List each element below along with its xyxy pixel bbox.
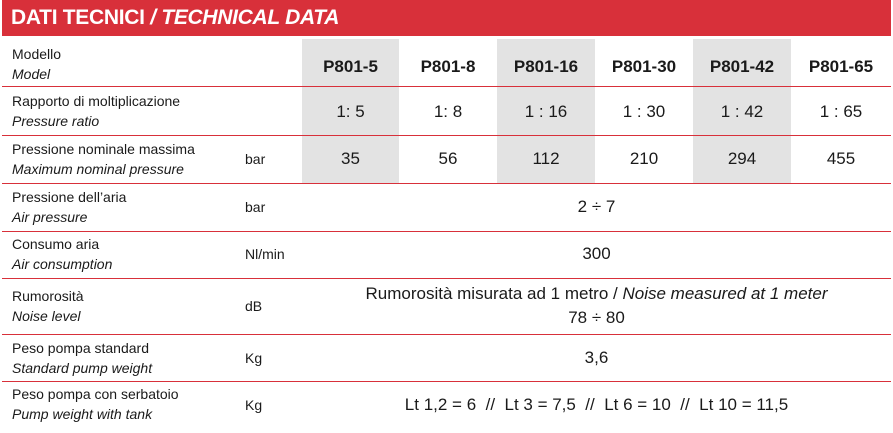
- label-italian: Pressione nominale massima: [12, 141, 195, 157]
- air-consumption-value: 300: [582, 244, 611, 263]
- row-label-standard-weight: Peso pompa standard Standard pump weight: [12, 338, 152, 378]
- standard-weight-value: 3,6: [584, 348, 609, 367]
- unit-label: dB: [245, 298, 263, 314]
- noise-note-italian: Rumorosità misurata ad 1 metro /: [365, 284, 623, 303]
- row-divider: [2, 86, 891, 87]
- row-label-max-pressure: Pressione nominale massima Maximum nomin…: [12, 139, 195, 179]
- model-header: P801-16: [513, 57, 579, 76]
- air-pressure-value: 2 ÷ 7: [577, 197, 616, 216]
- ratio-value: 1 : 16: [524, 102, 568, 121]
- row-label-model: Modello Model: [12, 44, 61, 84]
- label-italian: Modello: [12, 46, 62, 62]
- label-english: Pressure ratio: [12, 113, 100, 129]
- label-italian: Consumo aria: [12, 236, 100, 252]
- noise-note: Rumorosità misurata ad 1 metro / Noise m…: [302, 283, 891, 305]
- row-label-pressure-ratio: Rapporto di moltiplicazione Pressure rat…: [12, 91, 180, 131]
- label-italian: Peso pompa con serbatoio: [12, 386, 179, 402]
- label-english: Model: [12, 66, 51, 82]
- pressure-value: 455: [826, 149, 856, 168]
- unit-label: Nl/min: [245, 246, 285, 262]
- label-english: Pump weight with tank: [12, 406, 153, 422]
- label-italian: Rumorosità: [12, 288, 84, 304]
- label-italian: Peso pompa standard: [12, 340, 149, 356]
- title-italian: DATI TECNICI: [11, 6, 145, 29]
- table-title: DATI TECNICI / TECHNICAL DATA: [11, 4, 339, 31]
- row-label-air-consumption: Consumo aria Air consumption: [12, 234, 112, 274]
- ratio-value: 1 : 65: [819, 102, 863, 121]
- shaded-column-p801-5: [302, 39, 399, 183]
- label-english: Air consumption: [12, 256, 113, 272]
- shaded-column-p801-42: [693, 39, 791, 183]
- row-divider: [2, 231, 891, 232]
- row-label-noise-level: Rumorosità Noise level: [12, 286, 84, 326]
- row-divider: [2, 334, 891, 335]
- pressure-value: 210: [629, 149, 659, 168]
- label-italian: Pressione dell’aria: [12, 189, 127, 205]
- shaded-column-p801-16: [497, 39, 595, 183]
- label-english: Air pressure: [12, 209, 88, 225]
- label-english: Noise level: [12, 308, 81, 324]
- weight-with-tank-value: Lt 1,2 = 6 // Lt 3 = 7,5 // Lt 6 = 10 //…: [404, 395, 789, 414]
- unit-label: bar: [245, 199, 266, 215]
- model-header: P801-8: [420, 57, 476, 76]
- noise-note-english: Noise measured at 1 meter: [622, 284, 828, 303]
- row-divider: [2, 183, 891, 184]
- pressure-value: 35: [341, 149, 360, 168]
- model-header: P801-30: [611, 57, 677, 76]
- model-header: P801-42: [709, 57, 775, 76]
- ratio-value: 1: 8: [433, 102, 463, 121]
- title-separator: /: [150, 6, 156, 29]
- row-divider: [2, 135, 891, 136]
- unit-label: Kg: [245, 350, 263, 366]
- pressure-value: 56: [438, 149, 458, 168]
- ratio-value: 1: 5: [336, 102, 365, 121]
- unit-label: bar: [245, 151, 266, 167]
- unit-label: Kg: [245, 397, 263, 413]
- title-english: TECHNICAL DATA: [161, 6, 340, 29]
- title-bar: [2, 0, 891, 36]
- ratio-value: 1 : 42: [720, 102, 764, 121]
- noise-value: 78 ÷ 80: [568, 308, 625, 327]
- row-label-weight-with-tank: Peso pompa con serbatoio Pump weight wit…: [12, 384, 179, 424]
- label-english: Standard pump weight: [12, 360, 153, 376]
- model-header: P801-65: [808, 57, 874, 76]
- row-label-air-pressure: Pressione dell’aria Air pressure: [12, 187, 126, 227]
- pressure-value: 294: [727, 149, 757, 168]
- ratio-value: 1 : 30: [622, 102, 666, 121]
- model-header: P801-5: [323, 57, 378, 76]
- label-italian: Rapporto di moltiplicazione: [12, 93, 181, 109]
- label-english: Maximum nominal pressure: [12, 161, 184, 177]
- pressure-value: 112: [532, 149, 560, 168]
- row-divider: [2, 278, 891, 279]
- row-divider: [2, 381, 891, 382]
